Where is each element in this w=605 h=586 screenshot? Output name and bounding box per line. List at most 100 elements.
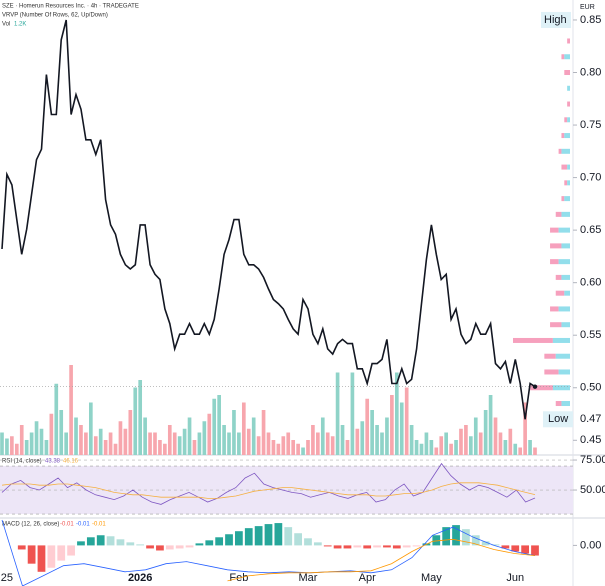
- volume-bar: [49, 413, 54, 455]
- indicator-line: [1, 462, 536, 505]
- rsi-band: [0, 466, 573, 515]
- macd-line: [1, 519, 536, 586]
- vrvp-up: [555, 353, 570, 359]
- vrvp-down: [544, 369, 559, 375]
- high-box: [541, 11, 571, 28]
- volume-bar: [59, 410, 64, 455]
- indicator-value: -0.01: [60, 522, 74, 528]
- histogram-bar: [323, 545, 332, 547]
- volume-bar: [419, 443, 424, 455]
- histogram-bar: [146, 545, 154, 549]
- volume-bar: [84, 432, 88, 455]
- vrvp-up: [558, 369, 570, 375]
- volume-bar: [498, 432, 503, 455]
- vrvp-down: [555, 290, 565, 296]
- volume-bar: [370, 410, 374, 455]
- volume-bar: [335, 372, 340, 455]
- volume-bar: [330, 436, 335, 455]
- y-tick-label: 0.70: [580, 171, 601, 183]
- vrvp-down: [561, 196, 565, 202]
- vrvp-up: [561, 401, 570, 407]
- y-tick-label: 0.00: [580, 539, 601, 551]
- volume-bar: [39, 428, 44, 455]
- low-box: [543, 411, 573, 428]
- volume-bar: [513, 443, 518, 455]
- volume-bar: [256, 436, 261, 455]
- volume-bar: [291, 440, 296, 455]
- histogram-bar: [77, 541, 85, 546]
- vrvp-down: [544, 353, 556, 359]
- volume-bar: [478, 432, 483, 455]
- y-tick-label: 0.60: [580, 277, 601, 289]
- histogram-bar: [392, 545, 401, 549]
- histogram-bar: [462, 529, 470, 546]
- last-price-dot: [532, 384, 538, 389]
- volume-bar: [232, 410, 236, 455]
- volume-bar: [508, 428, 513, 455]
- histogram-bar: [304, 538, 312, 546]
- y-tick-label: 0.85: [580, 14, 601, 26]
- histogram-bar: [215, 537, 224, 546]
- volume-bar: [394, 372, 399, 455]
- histogram-bar: [452, 525, 460, 546]
- histogram-bar: [225, 534, 233, 546]
- histogram-bar: [156, 545, 164, 551]
- vrvp-up: [561, 322, 570, 328]
- vrvp-label: VRVP (Number Of Rows, 62, Up/Down): [2, 13, 108, 19]
- volume-bar: [301, 447, 305, 455]
- vrvp-up: [552, 385, 570, 391]
- volume-bar: [266, 432, 271, 455]
- vrvp-up: [567, 117, 570, 123]
- vrvp-down: [550, 322, 562, 328]
- y-tick-label: 50.00: [580, 484, 605, 496]
- vrvp-up: [558, 259, 570, 265]
- volume-bar: [14, 443, 19, 455]
- histogram-bar: [284, 527, 293, 546]
- volume-bar: [187, 417, 192, 455]
- vrvp-up: [558, 227, 570, 233]
- vrvp-down: [550, 243, 562, 249]
- volume-bar: [69, 365, 73, 455]
- histogram-bar: [96, 535, 105, 546]
- histogram-bar: [244, 528, 253, 546]
- vrvp-down: [561, 54, 565, 60]
- volume-bar: [172, 432, 177, 455]
- volume-bar: [74, 417, 78, 455]
- volume-bar: [29, 432, 34, 455]
- histogram-bar: [402, 545, 411, 548]
- volume-bar: [241, 402, 246, 455]
- low-value: 0.47: [580, 413, 601, 425]
- vrvp-up: [567, 85, 570, 91]
- vrvp-up: [552, 337, 570, 343]
- histogram-bar: [67, 545, 75, 556]
- volume-bar: [296, 443, 300, 455]
- histogram-bar: [106, 536, 115, 546]
- vrvp-up: [561, 148, 570, 154]
- histogram-bar: [86, 537, 95, 546]
- volume-bar: [523, 402, 527, 455]
- volume-bar: [197, 432, 202, 455]
- volume-bar: [108, 432, 113, 455]
- volume-bar: [464, 425, 468, 455]
- indicator-line: [1, 482, 536, 499]
- volume-bar: [533, 447, 537, 455]
- vrvp-up: [564, 54, 570, 60]
- volume-bar: [409, 425, 414, 455]
- volume-bar: [98, 428, 103, 455]
- histogram-bar: [47, 545, 56, 568]
- volume-value: 1.2K: [14, 22, 26, 28]
- vrvp-down: [567, 38, 570, 44]
- indicator-value: -0.01: [76, 522, 90, 528]
- volume-bar: [385, 417, 389, 455]
- y-tick-label: 75.00: [580, 454, 605, 466]
- indicator-value: 46.16: [63, 459, 79, 465]
- vrvp-down: [558, 148, 562, 154]
- histogram-bar: [195, 543, 204, 546]
- volume-bar: [281, 436, 286, 455]
- histogram-bar: [175, 545, 184, 549]
- volume-bar: [88, 402, 93, 455]
- volume-bar: [454, 440, 458, 455]
- volume-bar: [350, 372, 355, 455]
- histogram-bar: [165, 545, 174, 550]
